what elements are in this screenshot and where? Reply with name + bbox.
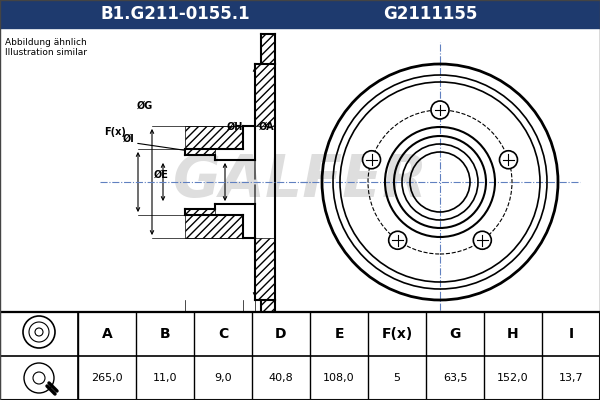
- Text: B1.G211-0155.1: B1.G211-0155.1: [100, 5, 250, 23]
- Text: D: D: [275, 327, 287, 341]
- Text: 5: 5: [394, 373, 401, 383]
- Circle shape: [362, 151, 380, 169]
- Bar: [185, 149, 215, 155]
- Bar: [0, 0, 600, 28]
- Bar: [185, 215, 243, 238]
- Circle shape: [389, 231, 407, 249]
- Circle shape: [499, 151, 517, 169]
- Text: H: H: [507, 327, 519, 341]
- Text: 11,0: 11,0: [153, 373, 177, 383]
- Text: ØH: ØH: [227, 122, 244, 132]
- Text: C (MTH): C (MTH): [252, 330, 296, 340]
- Text: ØI: ØI: [123, 134, 135, 144]
- Bar: [185, 209, 215, 215]
- Bar: [0, 312, 600, 400]
- Circle shape: [431, 101, 449, 119]
- Text: I: I: [568, 327, 574, 341]
- Text: ØG: ØG: [137, 101, 153, 111]
- Text: F(x): F(x): [104, 127, 126, 137]
- Bar: [255, 238, 275, 300]
- Text: ØA: ØA: [259, 122, 275, 132]
- Text: A: A: [101, 327, 112, 341]
- Text: GALFER: GALFER: [173, 152, 427, 208]
- Text: 40,8: 40,8: [269, 373, 293, 383]
- Text: G: G: [449, 327, 461, 341]
- Text: E: E: [334, 327, 344, 341]
- Text: B: B: [160, 327, 170, 341]
- Text: Illustration similar: Illustration similar: [5, 48, 87, 57]
- Bar: [0, 28, 600, 312]
- Text: Abbildung ähnlich: Abbildung ähnlich: [5, 38, 87, 47]
- Text: G2111155: G2111155: [383, 5, 477, 23]
- Text: D: D: [206, 343, 214, 353]
- Text: 63,5: 63,5: [443, 373, 467, 383]
- Text: 152,0: 152,0: [497, 373, 529, 383]
- Text: 13,7: 13,7: [559, 373, 583, 383]
- Bar: [185, 126, 243, 149]
- Text: 9,0: 9,0: [214, 373, 232, 383]
- Text: C: C: [218, 327, 228, 341]
- Text: 108,0: 108,0: [323, 373, 355, 383]
- Text: ØE: ØE: [154, 170, 169, 180]
- Text: F(x): F(x): [382, 327, 413, 341]
- Bar: [255, 64, 275, 126]
- Text: B: B: [253, 317, 260, 327]
- Circle shape: [473, 231, 491, 249]
- Text: 265,0: 265,0: [91, 373, 123, 383]
- Bar: [261, 34, 275, 64]
- Bar: [261, 300, 275, 330]
